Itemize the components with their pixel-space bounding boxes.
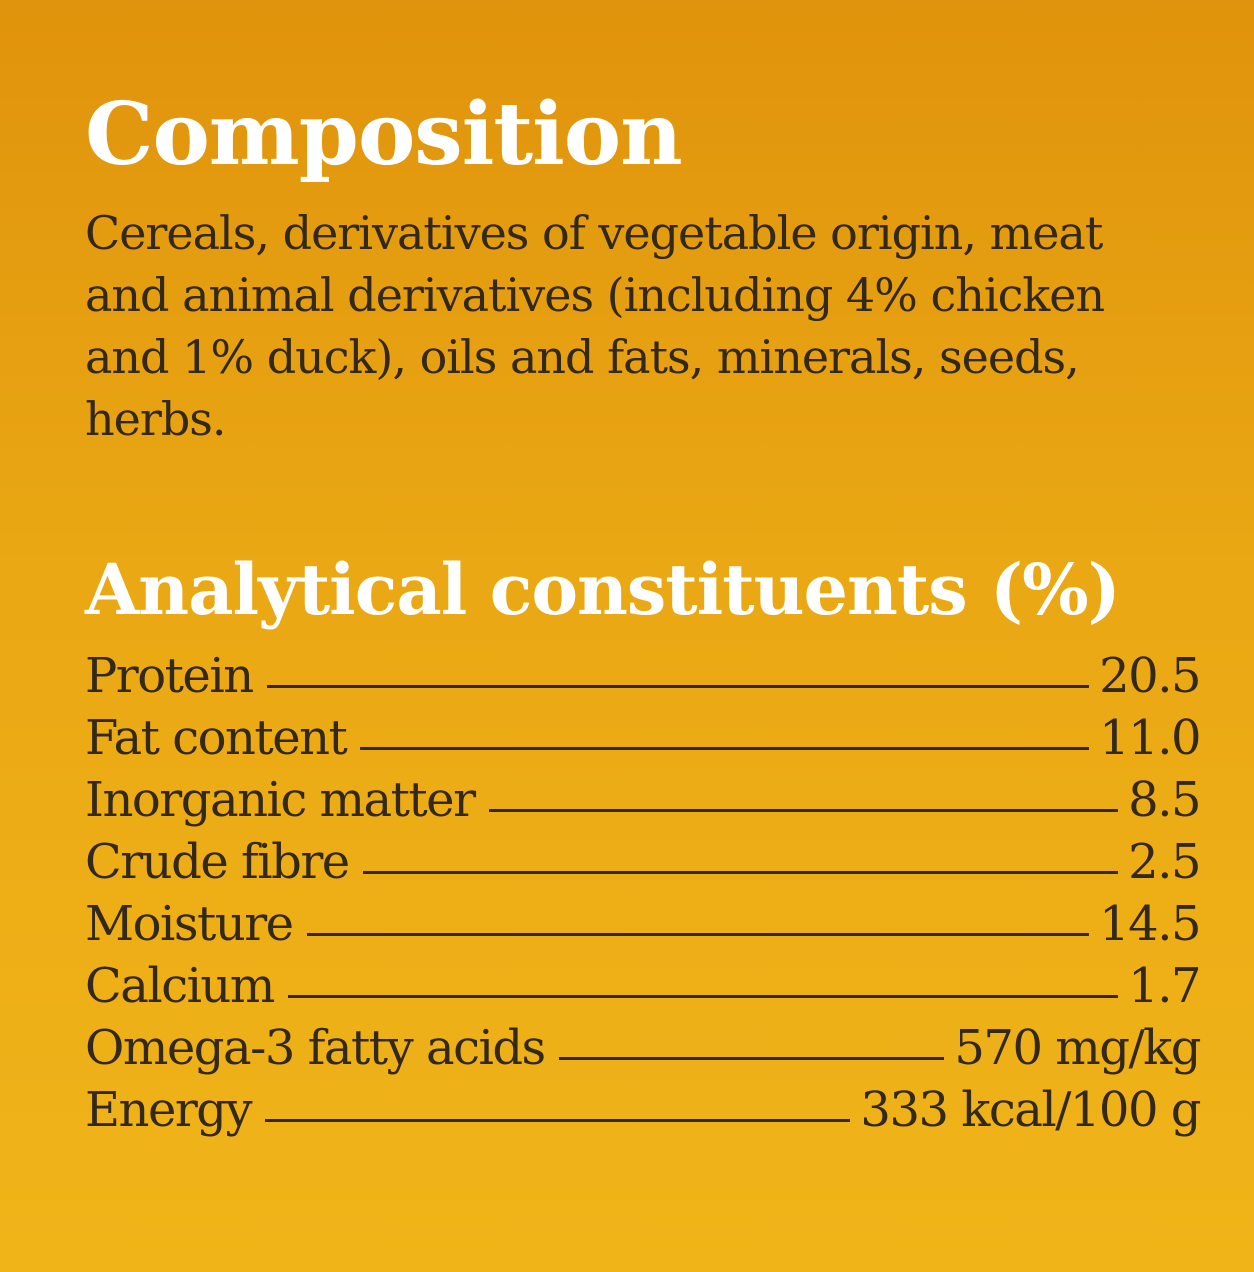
constituent-value: 333 kcal/100 g <box>860 1082 1201 1138</box>
constituent-value: 1.7 <box>1128 958 1201 1014</box>
leader-line <box>266 685 1090 688</box>
constituent-label: Protein <box>85 648 254 704</box>
constituent-value: 11.0 <box>1099 710 1201 766</box>
constituent-label: Energy <box>85 1082 253 1138</box>
constituent-row: Crude fibre 2.5 <box>85 831 1201 893</box>
constituent-label: Crude fibre <box>85 834 350 890</box>
constituent-value: 14.5 <box>1099 896 1201 952</box>
leader-line <box>362 871 1119 874</box>
constituent-label: Fat content <box>85 710 348 766</box>
leader-line <box>558 1057 945 1060</box>
leader-line <box>306 933 1090 936</box>
constituent-value: 2.5 <box>1128 834 1201 890</box>
constituent-row: Energy 333 kcal/100 g <box>85 1079 1201 1141</box>
leader-line <box>360 747 1090 750</box>
constituent-row: Moisture 14.5 <box>85 893 1201 955</box>
constituent-label: Moisture <box>85 896 294 952</box>
constituent-label: Calcium <box>85 958 275 1014</box>
analytical-title: Analytical constituents (%) <box>85 548 1121 631</box>
constituent-value: 570 mg/kg <box>954 1020 1201 1076</box>
composition-text: Cereals, derivatives of vegetable origin… <box>85 206 1105 446</box>
constituent-label: Omega-3 fatty acids <box>85 1020 546 1076</box>
constituent-label: Inorganic matter <box>85 772 476 828</box>
constituent-row: Fat content 11.0 <box>85 707 1201 769</box>
composition-title: Composition <box>85 84 683 185</box>
leader-line <box>265 1119 851 1122</box>
constituent-row: Inorganic matter 8.5 <box>85 769 1201 831</box>
constituent-list: Protein 20.5 Fat content 11.0 Inorganic matt… <box>85 645 1201 1141</box>
constituent-row: Omega-3 fatty acids 570 mg/kg <box>85 1017 1201 1079</box>
constituent-row: Calcium 1.7 <box>85 955 1201 1017</box>
label-panel: Composition Cereals, derivatives of vege… <box>85 80 1205 1141</box>
constituent-value: 20.5 <box>1099 648 1201 704</box>
leader-line <box>287 995 1119 998</box>
constituent-row: Protein 20.5 <box>85 645 1201 707</box>
leader-line <box>488 809 1119 812</box>
constituent-value: 8.5 <box>1128 772 1201 828</box>
